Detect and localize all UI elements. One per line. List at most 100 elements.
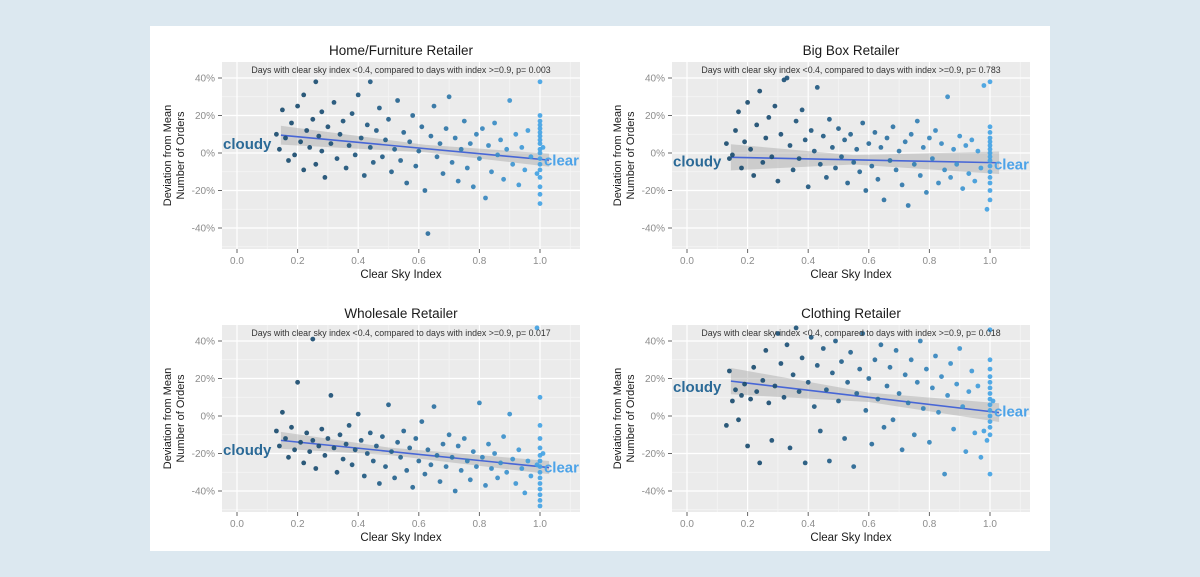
data-point bbox=[383, 464, 388, 469]
data-point bbox=[760, 378, 766, 383]
scatter-points bbox=[724, 75, 993, 212]
plot-background bbox=[222, 325, 580, 512]
data-point bbox=[751, 173, 757, 178]
data-point bbox=[848, 131, 853, 137]
x-tick-label: 0.4 bbox=[801, 519, 815, 530]
y-tick-label: 40% bbox=[195, 337, 215, 348]
annotation-text: Days with clear sky index <0.4, compared… bbox=[251, 65, 550, 75]
panel-title: Big Box Retailer bbox=[803, 43, 900, 58]
data-point bbox=[361, 473, 367, 479]
data-point bbox=[878, 145, 884, 150]
data-point bbox=[537, 191, 543, 197]
axes: 0.0 0.2 0.4 0.6 0.8 1.0 40% 20% 0% -20% -40% bbox=[192, 337, 548, 531]
data-point bbox=[914, 379, 920, 385]
data-point bbox=[389, 169, 394, 175]
data-point bbox=[334, 156, 340, 162]
data-point bbox=[787, 143, 793, 148]
data-point bbox=[784, 342, 790, 348]
y-axis-label: Deviation from Mean Number of Orders bbox=[162, 368, 187, 470]
x-tick-label: 0.8 bbox=[472, 256, 486, 267]
data-point bbox=[525, 458, 531, 464]
data-point bbox=[410, 113, 416, 118]
data-point bbox=[872, 357, 878, 363]
y-axis-label-line2: Number of Orders bbox=[625, 111, 637, 200]
data-point bbox=[410, 484, 416, 490]
x-tick-label: 0.2 bbox=[291, 519, 305, 530]
data-point bbox=[367, 79, 373, 85]
data-point bbox=[899, 447, 905, 453]
scatter-points bbox=[274, 325, 546, 509]
data-point bbox=[492, 451, 497, 456]
data-point bbox=[739, 393, 744, 398]
data-point bbox=[757, 88, 763, 94]
data-point bbox=[537, 126, 543, 131]
data-point bbox=[793, 118, 799, 124]
data-point bbox=[452, 488, 458, 494]
data-point bbox=[274, 131, 279, 137]
data-point bbox=[343, 165, 349, 171]
data-point bbox=[905, 400, 911, 406]
data-point bbox=[283, 135, 288, 141]
data-point bbox=[498, 460, 503, 466]
panel-big-box-retailer: cloudy clear Days with clear sky index <0.… bbox=[612, 43, 1030, 281]
data-point bbox=[434, 154, 440, 160]
data-point bbox=[325, 436, 331, 441]
data-point bbox=[827, 458, 832, 464]
data-point bbox=[869, 441, 875, 447]
data-point bbox=[954, 161, 960, 167]
data-point bbox=[446, 432, 452, 438]
data-point bbox=[842, 137, 847, 143]
data-point bbox=[845, 379, 850, 385]
data-point bbox=[833, 338, 838, 344]
data-point bbox=[754, 122, 760, 128]
data-point bbox=[805, 379, 811, 385]
data-point bbox=[313, 161, 319, 167]
data-point bbox=[398, 158, 403, 163]
data-point bbox=[449, 160, 455, 165]
panel-home-furniture-retailer: cloudy clear Days with clear sky index <0.… bbox=[162, 43, 580, 281]
data-point bbox=[307, 449, 313, 454]
data-point bbox=[295, 103, 300, 109]
y-tick-label: -20% bbox=[192, 449, 215, 460]
data-point bbox=[790, 167, 796, 173]
data-point bbox=[537, 137, 543, 143]
data-point bbox=[325, 124, 331, 130]
axes: 0.0 0.2 0.4 0.6 0.8 1.0 40% 20% 0% -20% -40% bbox=[642, 337, 998, 531]
x-tick-label: 0.2 bbox=[291, 256, 305, 267]
data-point bbox=[328, 141, 334, 146]
data-point bbox=[470, 449, 476, 454]
panel-wholesale-retailer: cloudy clear Days with clear sky index <0.… bbox=[162, 306, 580, 544]
y-axis-label-line1: Deviation from Mean bbox=[162, 368, 174, 470]
data-point bbox=[939, 141, 944, 146]
data-point bbox=[742, 381, 747, 387]
data-point bbox=[340, 118, 346, 124]
data-point bbox=[467, 141, 473, 146]
data-point bbox=[504, 146, 510, 152]
panel-title: Wholesale Retailer bbox=[344, 306, 458, 321]
data-point bbox=[286, 158, 291, 163]
data-point bbox=[486, 143, 491, 148]
data-point bbox=[787, 445, 793, 451]
data-point bbox=[525, 128, 531, 133]
data-point bbox=[930, 385, 935, 391]
data-point bbox=[775, 178, 781, 184]
data-point bbox=[811, 148, 817, 154]
data-point bbox=[404, 180, 410, 186]
y-tick-label: -40% bbox=[642, 487, 665, 498]
data-point bbox=[754, 389, 760, 394]
data-point bbox=[449, 454, 455, 460]
y-tick-label: -20% bbox=[192, 186, 215, 197]
data-point bbox=[942, 167, 947, 173]
data-point bbox=[854, 391, 860, 396]
data-point bbox=[987, 130, 993, 135]
data-point bbox=[398, 454, 403, 460]
x-axis-label: Clear Sky Index bbox=[360, 532, 441, 544]
data-point bbox=[537, 184, 543, 190]
scatter-points bbox=[724, 325, 996, 477]
data-point bbox=[942, 471, 947, 477]
data-point bbox=[969, 137, 975, 143]
data-point bbox=[830, 145, 835, 150]
data-point bbox=[799, 355, 805, 361]
data-point bbox=[766, 115, 772, 120]
data-point bbox=[534, 171, 540, 177]
